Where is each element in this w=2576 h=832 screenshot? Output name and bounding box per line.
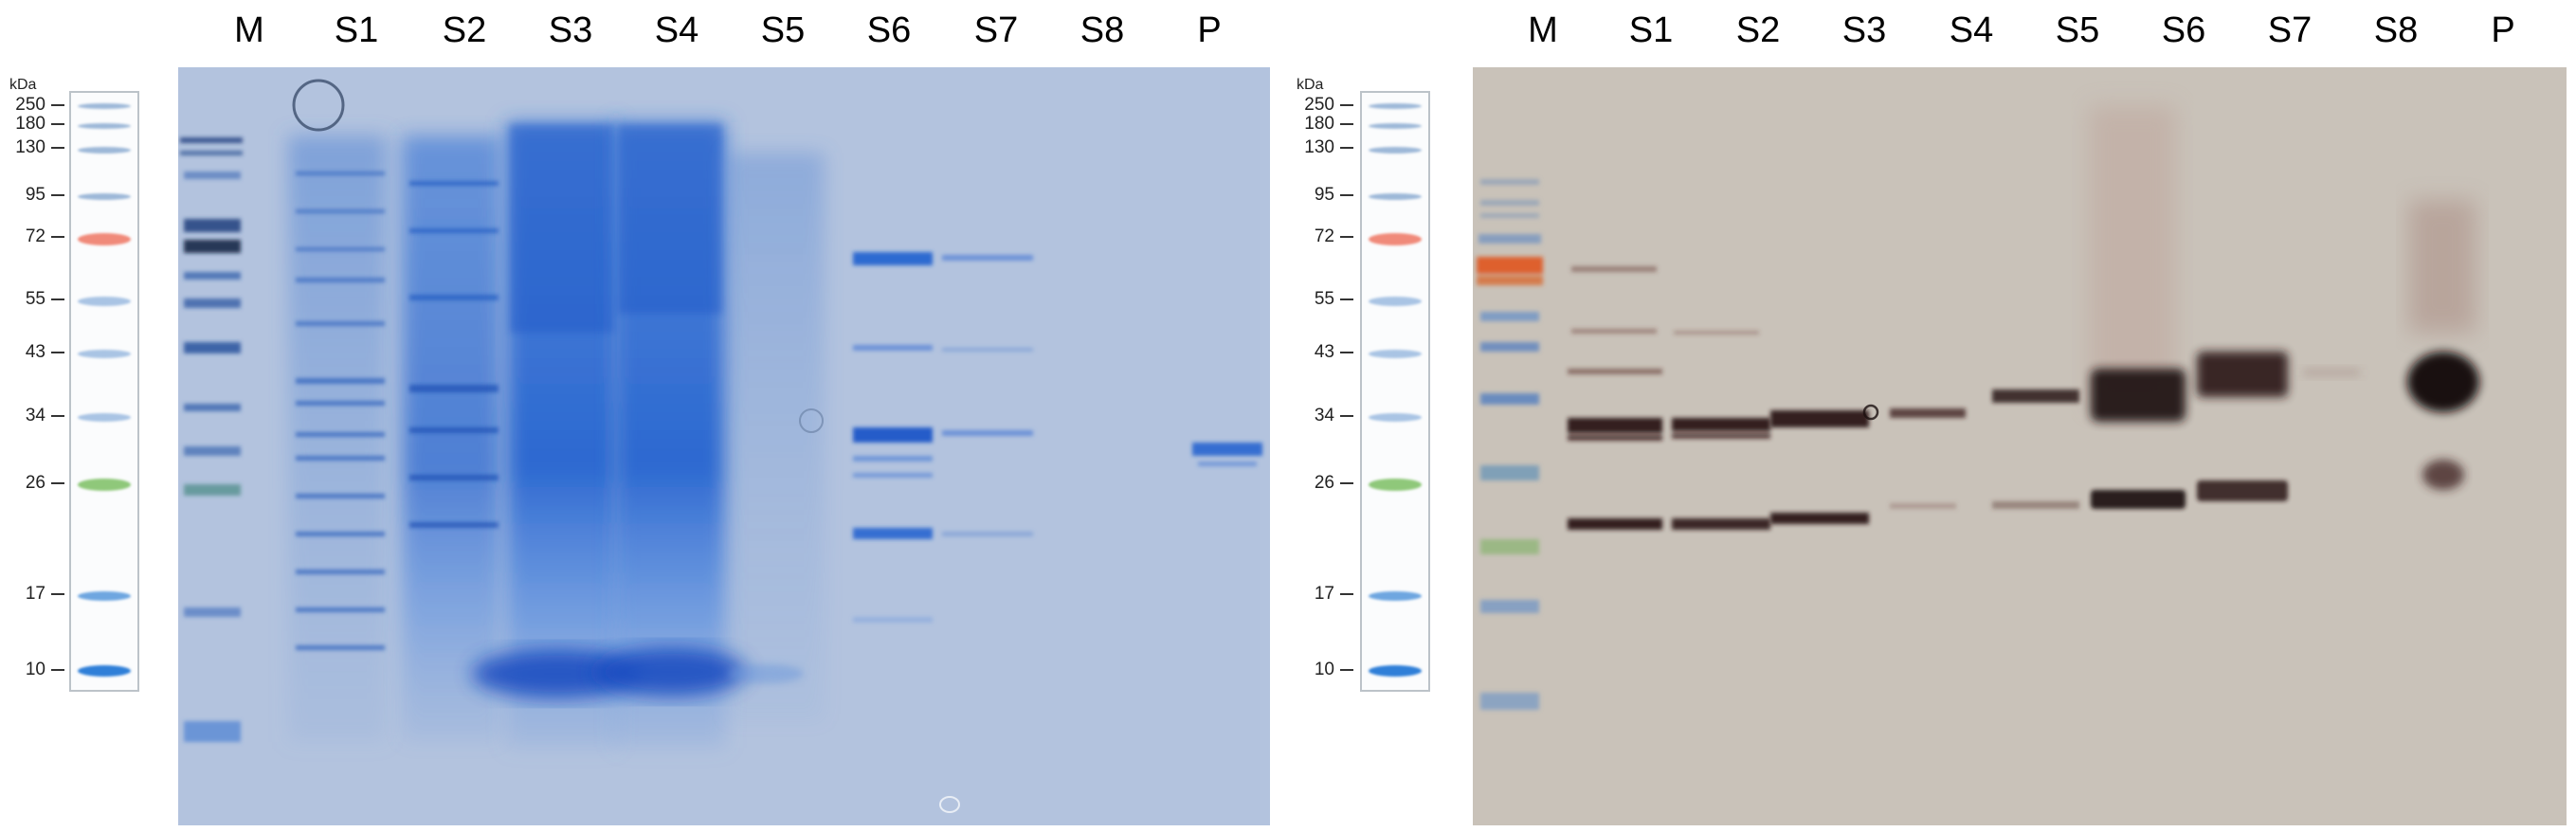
right-ladder-reference-strip — [1360, 91, 1430, 692]
left-gel-lane-s6 — [853, 252, 933, 623]
right-kda-34: 34 — [1314, 406, 1334, 425]
left-gel-lane-m — [180, 137, 243, 742]
left-kda-95: 95 — [25, 185, 45, 205]
left-kda-250: 250 — [15, 95, 45, 115]
right-lane-label-s6: S6 — [2161, 10, 2206, 50]
left-kda-43: 43 — [25, 342, 45, 362]
right-kda-10: 10 — [1314, 660, 1334, 679]
left-gel-coomassie — [178, 67, 1270, 825]
right-kda-180: 180 — [1304, 114, 1334, 134]
left-gel-lane-s7 — [942, 255, 1033, 536]
left-gel-lane-s4 — [595, 122, 747, 748]
left-gel-lane-s2 — [402, 136, 500, 742]
left-kda-10: 10 — [25, 660, 45, 679]
left-gel-lane-s3 — [472, 122, 643, 748]
right-blot-lane-s1 — [1568, 266, 1662, 530]
right-kda-43: 43 — [1314, 342, 1334, 362]
right-kda-130: 130 — [1304, 137, 1334, 157]
left-lane-label-s4: S4 — [654, 10, 699, 50]
right-blot-lane-s4 — [1890, 408, 1966, 509]
left-kda-55: 55 — [25, 289, 45, 309]
left-lane-label-s2: S2 — [442, 10, 487, 50]
right-lane-label-p: P — [2491, 10, 2515, 50]
right-kda-55: 55 — [1314, 289, 1334, 309]
left-lane-label-s6: S6 — [866, 10, 912, 50]
left-lane-label-p: P — [1197, 10, 1222, 50]
left-kda-unit: kDa — [9, 77, 37, 93]
right-kda-17: 17 — [1314, 584, 1334, 604]
left-panel-coomassie: M S1 S2 S3 S4 S5 S6 S7 S8 P kDa 250 180 … — [0, 0, 1279, 832]
left-lane-label-s7: S7 — [973, 10, 1019, 50]
right-kda-72: 72 — [1314, 226, 1334, 246]
right-panel-western-blot: M S1 S2 S3 S4 S5 S6 S7 S8 P kDa 250 180 … — [1289, 0, 2576, 832]
left-ladder-reference-strip — [69, 91, 139, 692]
right-lane-label-s3: S3 — [1841, 10, 1887, 50]
right-lane-label-s4: S4 — [1949, 10, 1994, 50]
right-lane-label-s5: S5 — [2055, 10, 2100, 50]
right-blot-lane-s6 — [2089, 105, 2186, 509]
left-kda-26: 26 — [25, 473, 45, 493]
right-blot-lane-s8 — [2303, 369, 2360, 376]
left-kda-180: 180 — [15, 114, 45, 134]
left-gel-lane-s1 — [288, 136, 387, 742]
right-lane-label-s1: S1 — [1628, 10, 1674, 50]
left-kda-34: 34 — [25, 406, 45, 425]
right-blot-lane-s7 — [2197, 352, 2288, 501]
right-lane-label-s7: S7 — [2267, 10, 2313, 50]
left-gel-lane-s5 — [726, 153, 825, 721]
right-blot-lane-s2 — [1672, 331, 1770, 530]
left-kda-72: 72 — [25, 226, 45, 246]
left-lane-label-s5: S5 — [760, 10, 806, 50]
right-lane-label-s2: S2 — [1735, 10, 1781, 50]
right-blot-lane-m — [1477, 179, 1543, 710]
left-kda-17: 17 — [25, 584, 45, 604]
right-western-blot-membrane — [1473, 67, 2567, 825]
right-kda-unit: kDa — [1297, 77, 1324, 93]
left-lane-label-s8: S8 — [1079, 10, 1125, 50]
left-gel-lane-p — [1192, 443, 1262, 466]
right-kda-26: 26 — [1314, 473, 1334, 493]
right-kda-250: 250 — [1304, 95, 1334, 115]
right-lane-label-s8: S8 — [2373, 10, 2419, 50]
right-kda-95: 95 — [1314, 185, 1334, 205]
right-blot-lane-p — [2407, 200, 2479, 490]
right-blot-lane-s3 — [1770, 410, 1869, 524]
left-lane-label-s1: S1 — [334, 10, 379, 50]
left-lane-label-s3: S3 — [548, 10, 593, 50]
right-blot-lane-s5 — [1992, 389, 2079, 509]
left-kda-130: 130 — [15, 137, 45, 157]
left-lane-label-m: M — [234, 10, 264, 50]
right-lane-label-m: M — [1528, 10, 1558, 50]
